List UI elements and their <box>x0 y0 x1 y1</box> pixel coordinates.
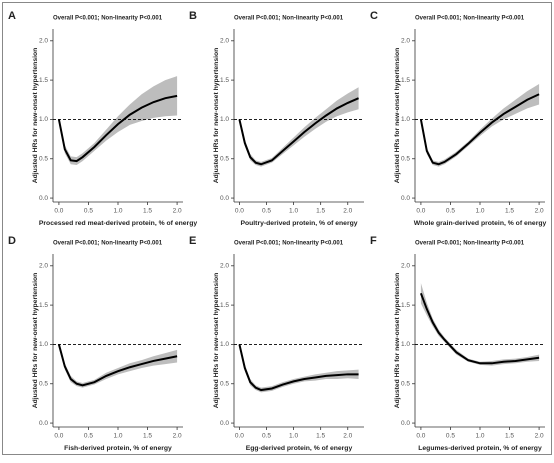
x-tick-label: 1.5 <box>505 433 514 440</box>
confidence-band <box>58 76 178 166</box>
y-tick-label: 0.0 <box>39 420 48 427</box>
x-axis-label: Fish-derived protein, % of energy <box>64 445 172 452</box>
y-tick-label: 0.0 <box>39 195 48 202</box>
y-tick-label: 0.0 <box>220 420 229 427</box>
y-tick-label: 0.0 <box>401 420 410 427</box>
x-tick-label: 1.5 <box>505 208 514 215</box>
x-tick-label: 0.5 <box>262 208 271 215</box>
x-tick-label: 2.0 <box>535 208 544 215</box>
y-axis-label: Adjusted HRs for new-onset hypertension <box>32 48 39 184</box>
x-tick-label: 1.5 <box>316 208 325 215</box>
x-tick-label: 0.0 <box>235 433 244 440</box>
confidence-band <box>420 283 540 366</box>
y-tick-label: 2.0 <box>220 263 229 270</box>
panel-label: A <box>8 10 16 22</box>
x-tick-label: 0.0 <box>54 208 63 215</box>
y-tick-label: 1.0 <box>401 341 410 348</box>
x-tick-label: 0.5 <box>84 433 93 440</box>
confidence-band <box>58 344 178 388</box>
y-tick-label: 1.5 <box>220 302 229 309</box>
confidence-band <box>239 344 359 393</box>
x-tick-label: 2.0 <box>173 208 182 215</box>
y-tick-label: 2.0 <box>39 38 48 45</box>
x-axis-label: Egg-derived protein, % of energy <box>246 445 353 452</box>
x-tick-label: 1.0 <box>289 433 298 440</box>
y-tick-label: 2.0 <box>401 263 410 270</box>
y-tick-label: 1.0 <box>401 116 410 123</box>
y-axis-label: Adjusted HRs for new-onset hypertension <box>213 48 220 184</box>
hr-curve <box>419 93 540 166</box>
x-tick-label: 0.5 <box>262 433 271 440</box>
y-axis-label: Adjusted HRs for new-onset hypertension <box>32 273 39 409</box>
x-tick-label: 0.5 <box>446 433 455 440</box>
panel-title: Overall P<0.001; Non-linearity P<0.001 <box>415 16 525 22</box>
y-tick-label: 0.0 <box>220 195 229 202</box>
y-tick-label: 1.5 <box>39 77 48 84</box>
x-axis-label: Processed red meat-derived protein, % of… <box>39 220 197 227</box>
x-tick-label: 1.5 <box>316 433 325 440</box>
x-tick-label: 1.5 <box>143 208 152 215</box>
y-tick-label: 1.5 <box>401 302 410 309</box>
panel-label: B <box>189 10 197 22</box>
x-tick-label: 0.5 <box>84 208 93 215</box>
y-tick-label: 1.5 <box>220 77 229 84</box>
panel-title: Overall P<0.001; Non-linearity P<0.001 <box>53 241 163 247</box>
figure-border <box>2 2 552 455</box>
x-axis-label: Whole grain-derived protein, % of energy <box>414 220 547 227</box>
y-tick-label: 0.5 <box>220 155 229 162</box>
x-tick-label: 1.0 <box>475 208 484 215</box>
panel-title: Overall P<0.001; Non-linearity P<0.001 <box>234 241 344 247</box>
x-axis-label: Legumes-derived protein, % of energy <box>418 445 542 452</box>
panel-label: C <box>370 10 378 22</box>
y-tick-label: 2.0 <box>39 263 48 270</box>
confidence-band <box>420 84 540 167</box>
confidence-band <box>239 87 359 167</box>
y-tick-label: 0.5 <box>39 380 48 387</box>
hr-curve <box>419 292 540 365</box>
x-tick-label: 2.0 <box>343 433 352 440</box>
y-tick-label: 1.0 <box>39 341 48 348</box>
y-axis-label: Adjusted HRs for new-onset hypertension <box>394 273 401 409</box>
panel-label: D <box>8 235 16 247</box>
x-tick-label: 2.0 <box>535 433 544 440</box>
x-tick-label: 0.5 <box>446 208 455 215</box>
y-tick-label: 2.0 <box>220 38 229 45</box>
x-tick-label: 1.0 <box>113 433 122 440</box>
x-axis-label: Poultry-derived protein, % of energy <box>240 220 357 227</box>
hr-curve <box>57 344 178 387</box>
y-tick-label: 0.5 <box>39 155 48 162</box>
x-tick-label: 0.0 <box>416 433 425 440</box>
x-tick-label: 0.0 <box>54 433 63 440</box>
y-tick-label: 1.0 <box>39 116 48 123</box>
hr-curve <box>57 94 178 163</box>
panel-title: Overall P<0.001; Non-linearity P<0.001 <box>53 16 163 22</box>
panel-title: Overall P<0.001; Non-linearity P<0.001 <box>234 16 344 22</box>
panel-label: E <box>189 235 196 247</box>
x-tick-label: 1.5 <box>143 433 152 440</box>
y-tick-label: 2.0 <box>401 38 410 45</box>
y-tick-label: 1.5 <box>39 302 48 309</box>
panel-title: Overall P<0.001; Non-linearity P<0.001 <box>415 241 525 247</box>
y-tick-label: 1.5 <box>401 77 410 84</box>
x-tick-label: 1.0 <box>113 208 122 215</box>
y-axis-label: Adjusted HRs for new-onset hypertension <box>394 48 401 184</box>
hr-curve <box>238 344 359 392</box>
x-tick-label: 2.0 <box>343 208 352 215</box>
x-tick-label: 0.0 <box>416 208 425 215</box>
x-tick-label: 2.0 <box>173 433 182 440</box>
y-tick-label: 1.0 <box>220 116 229 123</box>
y-axis-label: Adjusted HRs for new-onset hypertension <box>213 273 220 409</box>
x-tick-label: 1.0 <box>475 433 484 440</box>
x-tick-label: 1.0 <box>289 208 298 215</box>
y-tick-label: 0.5 <box>401 155 410 162</box>
x-tick-label: 0.0 <box>235 208 244 215</box>
panel-label: F <box>370 235 377 247</box>
hr-curve <box>238 97 359 166</box>
y-tick-label: 1.0 <box>220 341 229 348</box>
y-tick-label: 0.0 <box>401 195 410 202</box>
y-tick-label: 0.5 <box>220 380 229 387</box>
y-tick-label: 0.5 <box>401 380 410 387</box>
